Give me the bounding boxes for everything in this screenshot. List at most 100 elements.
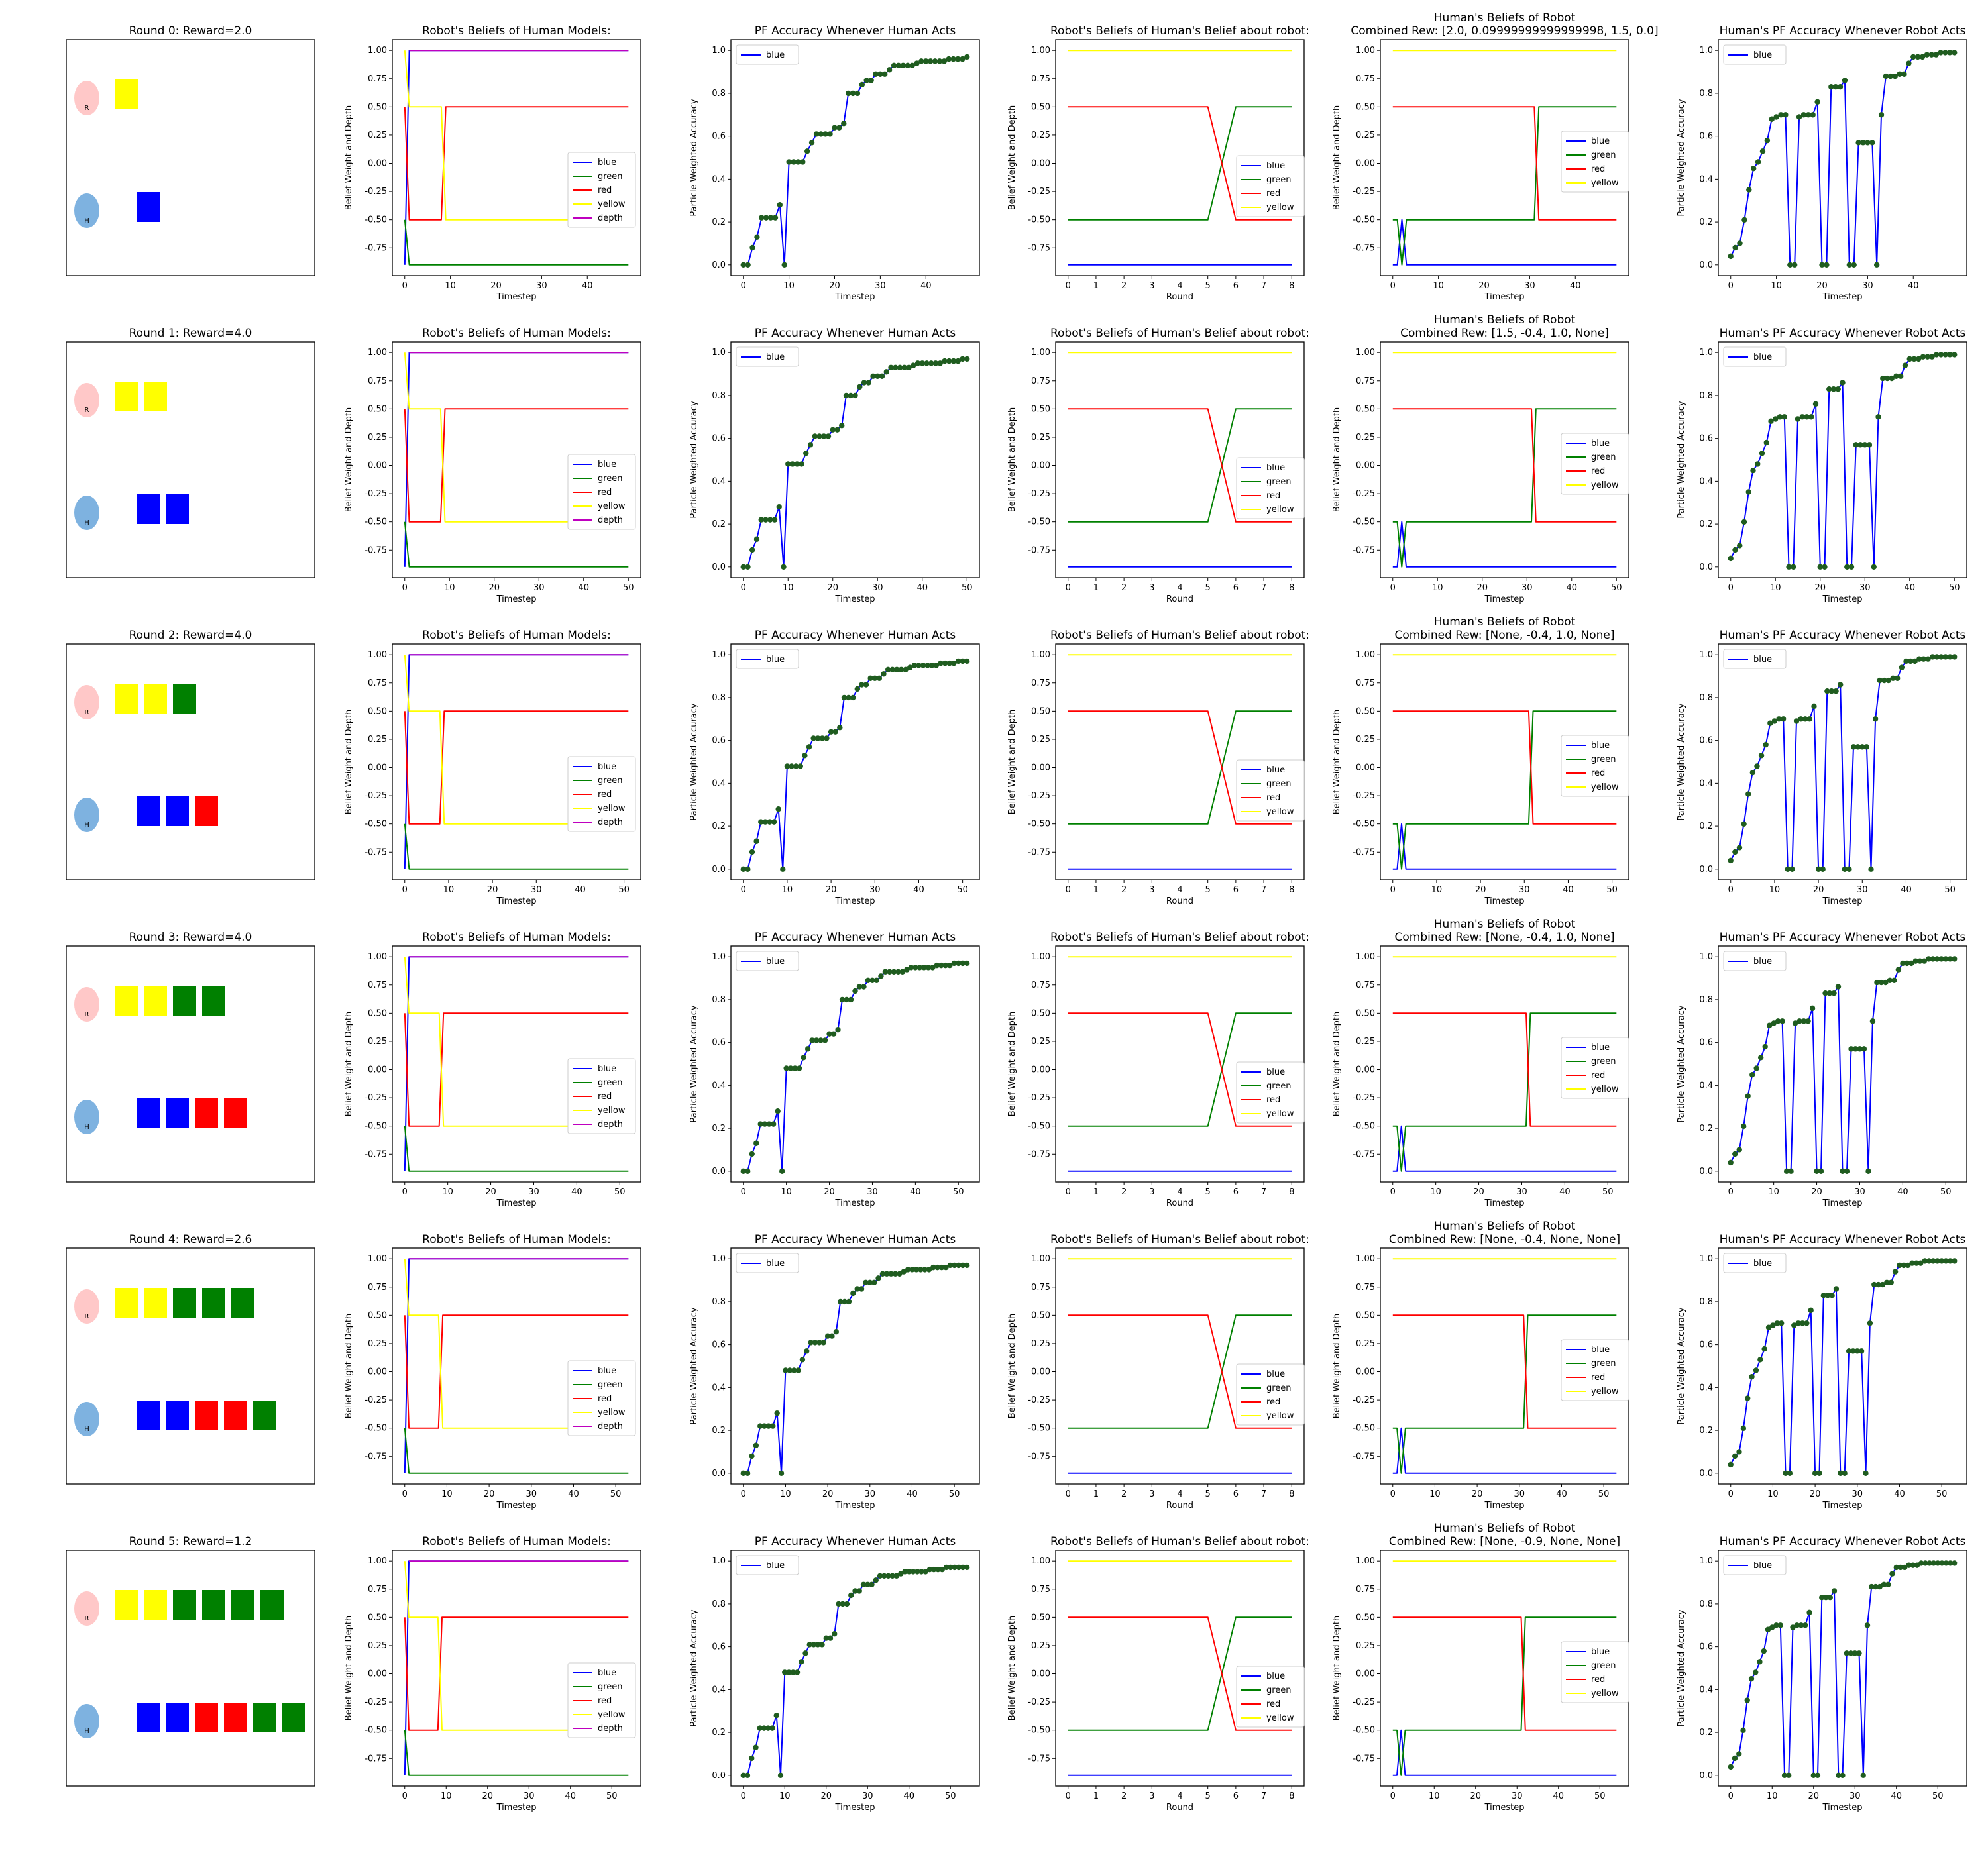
y-tick-label: 0.00 [1031, 461, 1050, 471]
series-red [1392, 1314, 1617, 1429]
x-axis-label: Timestep [496, 1198, 537, 1208]
data-point [744, 1772, 751, 1779]
data-point [1802, 1622, 1808, 1628]
data-point [946, 660, 952, 666]
legend-label-blue: blue [598, 762, 616, 772]
data-point [808, 140, 815, 146]
y-tick-label: -0.25 [1353, 1697, 1375, 1707]
y-tick-label: -0.25 [1353, 187, 1375, 197]
data-point [749, 849, 755, 855]
data-point [1898, 373, 1904, 379]
human-marker [74, 1704, 99, 1738]
x-tick-label: 7 [1261, 1791, 1266, 1801]
data-point [804, 148, 810, 154]
data-point [1871, 564, 1877, 570]
data-point [926, 1566, 933, 1573]
data-point [808, 1340, 814, 1346]
x-tick-label: 40 [568, 1489, 579, 1499]
data-point [769, 1725, 775, 1731]
data-point [951, 660, 957, 666]
data-point [1787, 262, 1793, 268]
pf-accuracy-panel: PF Accuracy Whenever Human Acts 0.0 0.2 0.4… [689, 25, 980, 302]
data-point [837, 725, 843, 731]
x-tick-label: 6 [1233, 1791, 1239, 1801]
x-tick-label: 0 [741, 885, 746, 895]
data-point [1740, 1425, 1747, 1432]
data-point [1902, 362, 1908, 368]
data-point [1808, 1307, 1814, 1314]
x-tick-label: 40 [571, 1187, 582, 1197]
data-point [824, 735, 830, 741]
data-point [740, 1772, 746, 1779]
series-green [1392, 1012, 1617, 1172]
y-tick-label: 1.00 [1031, 952, 1050, 962]
data-point [827, 131, 833, 137]
legend-label-red: red [1591, 466, 1605, 476]
robot-marker [74, 1591, 99, 1626]
data-point [950, 56, 956, 62]
legend-label-blue: blue [1266, 161, 1285, 171]
legend-label-blue: blue [1266, 1369, 1285, 1379]
y-tick-label: 0.00 [1356, 1367, 1375, 1377]
y-tick-label: 0.6 [712, 1642, 726, 1652]
y-tick-label: 1.00 [368, 1556, 387, 1566]
data-point [898, 666, 905, 673]
y-tick-label: 0.6 [1699, 1642, 1713, 1652]
x-tick-label: 30 [1519, 885, 1530, 895]
data-point [1745, 791, 1751, 797]
data-point [1904, 960, 1910, 967]
robot-block-yellow [144, 382, 167, 411]
data-point [857, 384, 863, 390]
data-point [1888, 1279, 1894, 1285]
human-marker [74, 496, 99, 530]
human-pf-panel: Human's PF Accuracy Whenever Robot Acts 0… [1677, 1233, 1967, 1510]
data-point [1741, 519, 1747, 525]
data-point [1900, 960, 1906, 967]
data-point [1769, 116, 1775, 122]
panel-title: Robot's Beliefs of Human's Belief about … [1050, 1535, 1309, 1548]
y-tick-label: 0.00 [1356, 763, 1375, 773]
data-point [765, 1423, 772, 1429]
data-point [1793, 718, 1800, 724]
x-axis-label: Round [1166, 896, 1193, 906]
data-point [884, 1271, 890, 1277]
series-blue [1392, 823, 1617, 870]
robot-block-green [173, 684, 196, 714]
y-tick-label: 0.4 [712, 476, 726, 486]
data-point [1934, 352, 1940, 358]
legend-box [1236, 155, 1305, 217]
plot-frame [1718, 1550, 1967, 1787]
legend-label-red: red [1266, 189, 1280, 199]
x-tick-label: 40 [1908, 281, 1919, 291]
x-tick-label: 10 [442, 1187, 453, 1197]
data-point [1825, 1293, 1831, 1298]
y-tick-label: -0.25 [1353, 791, 1375, 801]
x-tick-label: 0 [402, 1791, 408, 1801]
y-tick-label: 0.6 [712, 736, 726, 746]
data-point [1903, 658, 1909, 664]
data-point [1916, 656, 1922, 662]
data-point [775, 806, 781, 812]
legend-box [1723, 1253, 1787, 1273]
robot-marker [74, 383, 99, 417]
data-point [832, 729, 838, 735]
panel-title-bottom: Combined Rew: [None, -0.4, 1.0, None] [1395, 629, 1615, 642]
x-tick-label: 3 [1149, 885, 1154, 895]
y-tick-label: 1.00 [368, 348, 387, 358]
legend-label-blue: blue [1753, 1259, 1772, 1269]
data-point [1926, 1258, 1932, 1264]
data-point [1916, 356, 1922, 362]
legend-label-red: red [598, 488, 612, 498]
data-point [1750, 165, 1757, 172]
x-tick-label: 4 [1177, 1187, 1182, 1197]
plot-frame [66, 945, 315, 1183]
series-blue [1392, 1729, 1617, 1776]
data-point [865, 380, 871, 386]
robot-block-yellow [115, 1288, 138, 1318]
data-point [1897, 71, 1903, 77]
data-point [934, 1264, 940, 1271]
y-tick-label: 0.50 [368, 1613, 387, 1622]
legend-label-blue: blue [766, 1259, 785, 1269]
data-point [902, 1569, 908, 1575]
series-green [1392, 408, 1617, 568]
